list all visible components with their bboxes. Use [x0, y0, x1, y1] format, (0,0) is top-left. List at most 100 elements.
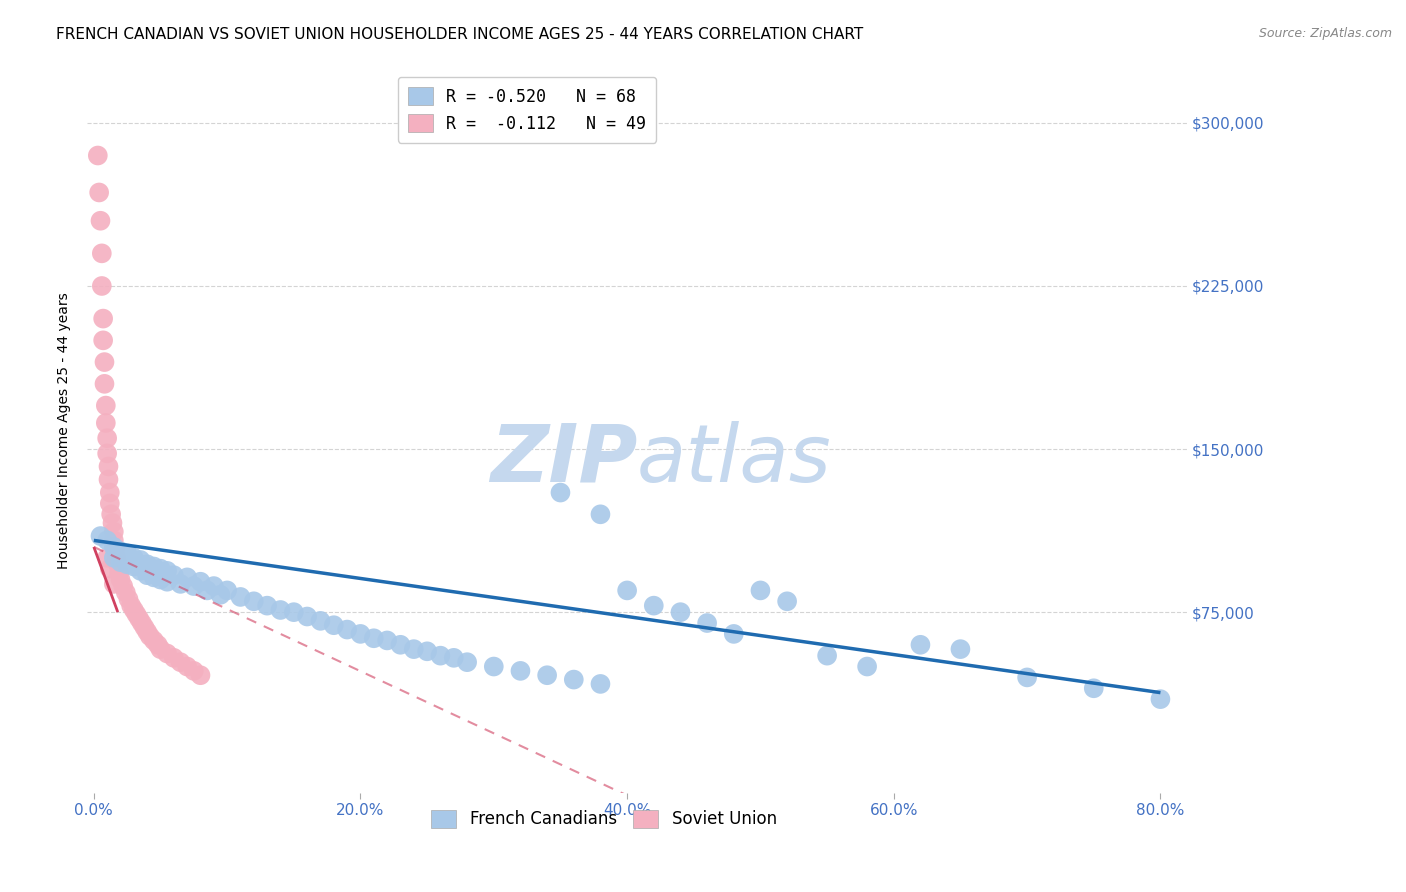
Point — [156, 564, 179, 578]
Point — [93, 355, 115, 369]
Point — [105, 550, 128, 565]
Point — [643, 599, 665, 613]
Point — [101, 516, 124, 530]
Point — [283, 605, 305, 619]
Point — [103, 540, 125, 554]
Point — [169, 655, 191, 669]
Point — [856, 659, 879, 673]
Point — [142, 559, 165, 574]
Point — [443, 650, 465, 665]
Point — [217, 583, 239, 598]
Point — [89, 529, 111, 543]
Point — [128, 612, 150, 626]
Point — [562, 673, 585, 687]
Text: atlas: atlas — [637, 420, 832, 499]
Point — [336, 623, 359, 637]
Point — [142, 570, 165, 584]
Point — [256, 599, 278, 613]
Point — [375, 633, 398, 648]
Point — [93, 376, 115, 391]
Point — [149, 573, 172, 587]
Point — [114, 585, 136, 599]
Point — [183, 579, 205, 593]
Point — [322, 618, 344, 632]
Text: ZIP: ZIP — [489, 420, 637, 499]
Point — [1083, 681, 1105, 696]
Point — [129, 564, 152, 578]
Point — [96, 533, 118, 548]
Point — [295, 609, 318, 624]
Point — [243, 594, 266, 608]
Legend: French Canadians, Soviet Union: French Canadians, Soviet Union — [425, 803, 783, 835]
Point — [146, 638, 169, 652]
Point — [122, 559, 145, 574]
Point — [190, 668, 212, 682]
Point — [163, 650, 186, 665]
Point — [482, 659, 505, 673]
Point — [110, 544, 132, 558]
Point — [98, 562, 121, 576]
Text: FRENCH CANADIAN VS SOVIET UNION HOUSEHOLDER INCOME AGES 25 - 44 YEARS CORRELATIO: FRENCH CANADIAN VS SOVIET UNION HOUSEHOL… — [56, 27, 863, 42]
Point — [149, 642, 172, 657]
Point — [776, 594, 799, 608]
Point — [104, 542, 127, 557]
Point — [209, 588, 232, 602]
Point — [550, 485, 572, 500]
Point — [815, 648, 838, 663]
Point — [125, 607, 148, 622]
Point — [98, 485, 121, 500]
Point — [589, 508, 612, 522]
Point — [536, 668, 558, 682]
Point — [96, 431, 118, 445]
Point — [108, 566, 131, 580]
Point — [183, 664, 205, 678]
Point — [134, 620, 156, 634]
Point — [589, 677, 612, 691]
Point — [749, 583, 772, 598]
Point — [90, 246, 112, 260]
Point — [176, 570, 198, 584]
Point — [363, 632, 385, 646]
Point — [96, 446, 118, 460]
Point — [89, 213, 111, 227]
Point — [91, 334, 114, 348]
Point — [416, 644, 439, 658]
Point — [616, 583, 638, 598]
Point — [696, 615, 718, 630]
Point — [136, 558, 159, 572]
Point — [309, 614, 332, 628]
Point — [176, 659, 198, 673]
Point — [136, 624, 159, 639]
Point — [169, 577, 191, 591]
Text: Source: ZipAtlas.com: Source: ZipAtlas.com — [1258, 27, 1392, 40]
Point — [103, 533, 125, 548]
Point — [195, 583, 218, 598]
Point — [669, 605, 692, 619]
Point — [229, 590, 252, 604]
Point — [142, 633, 165, 648]
Point — [110, 573, 132, 587]
Point — [949, 642, 972, 657]
Point — [97, 459, 120, 474]
Point — [98, 496, 121, 510]
Point — [129, 553, 152, 567]
Point — [149, 562, 172, 576]
Point — [103, 577, 125, 591]
Point — [110, 555, 132, 569]
Point — [156, 647, 179, 661]
Point — [103, 524, 125, 539]
Point — [136, 568, 159, 582]
Point — [139, 629, 162, 643]
Point — [402, 642, 425, 657]
Point — [456, 655, 478, 669]
Point — [910, 638, 932, 652]
Point — [94, 416, 117, 430]
Point — [96, 550, 118, 565]
Point — [190, 574, 212, 589]
Point — [429, 648, 451, 663]
Point — [389, 638, 412, 652]
Point — [91, 311, 114, 326]
Point — [112, 579, 135, 593]
Point — [107, 558, 129, 572]
Point — [122, 550, 145, 565]
